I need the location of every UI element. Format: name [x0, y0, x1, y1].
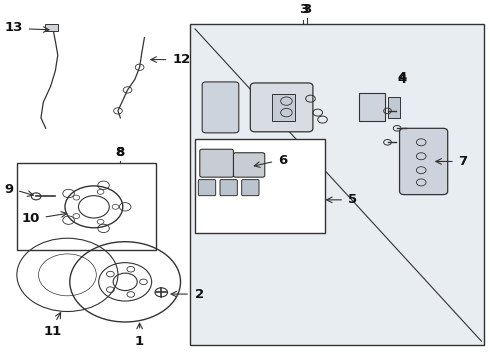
Bar: [45, 24, 58, 31]
Text: 3: 3: [302, 3, 311, 15]
Text: 4: 4: [397, 71, 407, 84]
Text: 3: 3: [299, 3, 308, 16]
Bar: [190, 24, 484, 345]
Text: 2: 2: [195, 288, 204, 301]
Text: 7: 7: [458, 155, 467, 168]
Text: 11: 11: [44, 325, 62, 338]
FancyBboxPatch shape: [233, 153, 265, 177]
Text: 8: 8: [116, 146, 125, 159]
Text: 10: 10: [21, 212, 40, 225]
Text: 13: 13: [5, 21, 23, 34]
Text: 4: 4: [397, 73, 407, 86]
Text: 12: 12: [172, 53, 191, 66]
FancyBboxPatch shape: [198, 180, 216, 195]
FancyBboxPatch shape: [250, 83, 313, 132]
FancyBboxPatch shape: [220, 180, 237, 195]
Text: 9: 9: [4, 183, 14, 195]
FancyBboxPatch shape: [200, 149, 233, 177]
Text: 5: 5: [348, 193, 357, 206]
Text: 1: 1: [135, 335, 144, 348]
FancyBboxPatch shape: [399, 128, 448, 195]
Bar: [388, 97, 399, 118]
Text: 6: 6: [278, 154, 287, 167]
FancyBboxPatch shape: [202, 82, 239, 133]
Bar: [195, 139, 325, 233]
Text: 8: 8: [116, 146, 125, 159]
Bar: [17, 163, 156, 251]
FancyBboxPatch shape: [242, 180, 259, 195]
Bar: [272, 94, 295, 121]
Bar: [359, 94, 385, 121]
